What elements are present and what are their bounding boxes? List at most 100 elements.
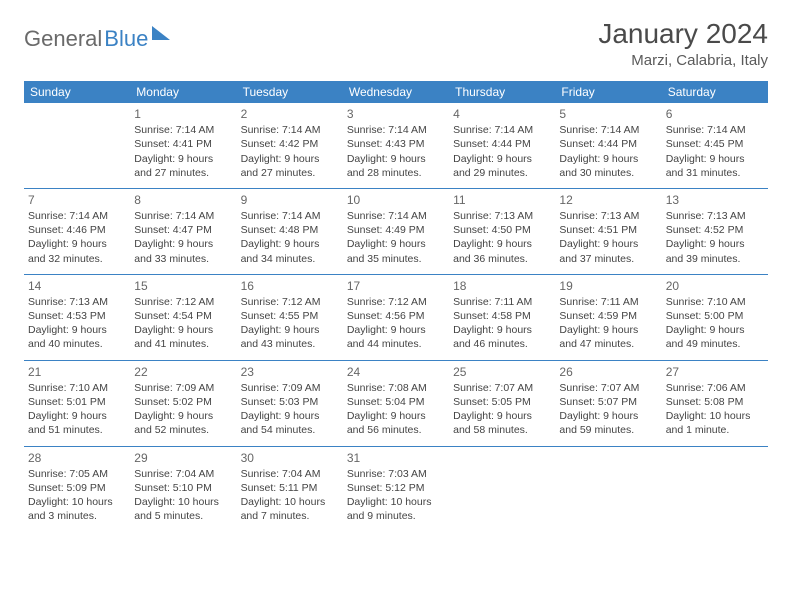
sunrise-text: Sunrise: 7:05 AM bbox=[28, 467, 126, 481]
calendar-day-cell: 11Sunrise: 7:13 AMSunset: 4:50 PMDayligh… bbox=[449, 188, 555, 274]
day-number: 30 bbox=[241, 450, 339, 466]
sunset-text: Sunset: 5:08 PM bbox=[666, 395, 764, 409]
daylight1-text: Daylight: 9 hours bbox=[559, 152, 657, 166]
daylight1-text: Daylight: 9 hours bbox=[28, 237, 126, 251]
daylight2-text: and 35 minutes. bbox=[347, 252, 445, 266]
day-header: Friday bbox=[555, 81, 661, 103]
day-number: 16 bbox=[241, 278, 339, 294]
sunset-text: Sunset: 4:43 PM bbox=[347, 137, 445, 151]
calendar-day-cell: 14Sunrise: 7:13 AMSunset: 4:53 PMDayligh… bbox=[24, 274, 130, 360]
sunrise-text: Sunrise: 7:10 AM bbox=[666, 295, 764, 309]
logo-text-2: Blue bbox=[104, 26, 148, 52]
sunrise-text: Sunrise: 7:11 AM bbox=[559, 295, 657, 309]
day-number: 5 bbox=[559, 106, 657, 122]
sunrise-text: Sunrise: 7:12 AM bbox=[134, 295, 232, 309]
calendar-day-cell: 7Sunrise: 7:14 AMSunset: 4:46 PMDaylight… bbox=[24, 188, 130, 274]
sunset-text: Sunset: 5:12 PM bbox=[347, 481, 445, 495]
day-number: 8 bbox=[134, 192, 232, 208]
day-number: 14 bbox=[28, 278, 126, 294]
calendar-day-cell: 31Sunrise: 7:03 AMSunset: 5:12 PMDayligh… bbox=[343, 446, 449, 531]
daylight2-text: and 36 minutes. bbox=[453, 252, 551, 266]
daylight1-text: Daylight: 10 hours bbox=[28, 495, 126, 509]
sunrise-text: Sunrise: 7:09 AM bbox=[134, 381, 232, 395]
logo-triangle-icon bbox=[152, 26, 170, 40]
daylight2-text: and 52 minutes. bbox=[134, 423, 232, 437]
sunrise-text: Sunrise: 7:04 AM bbox=[134, 467, 232, 481]
calendar-day-cell: 12Sunrise: 7:13 AMSunset: 4:51 PMDayligh… bbox=[555, 188, 661, 274]
sunrise-text: Sunrise: 7:14 AM bbox=[241, 123, 339, 137]
daylight1-text: Daylight: 9 hours bbox=[453, 152, 551, 166]
daylight2-text: and 43 minutes. bbox=[241, 337, 339, 351]
calendar-day-cell: 21Sunrise: 7:10 AMSunset: 5:01 PMDayligh… bbox=[24, 360, 130, 446]
daylight2-text: and 46 minutes. bbox=[453, 337, 551, 351]
sunset-text: Sunset: 4:50 PM bbox=[453, 223, 551, 237]
day-number: 25 bbox=[453, 364, 551, 380]
location-label: Marzi, Calabria, Italy bbox=[598, 52, 768, 69]
daylight1-text: Daylight: 9 hours bbox=[347, 237, 445, 251]
sunset-text: Sunset: 4:46 PM bbox=[28, 223, 126, 237]
logo: GeneralBlue bbox=[24, 18, 170, 52]
daylight2-text: and 37 minutes. bbox=[559, 252, 657, 266]
sunset-text: Sunset: 4:49 PM bbox=[347, 223, 445, 237]
calendar-day-cell bbox=[449, 446, 555, 531]
daylight2-text: and 30 minutes. bbox=[559, 166, 657, 180]
day-number: 28 bbox=[28, 450, 126, 466]
day-number: 21 bbox=[28, 364, 126, 380]
daylight2-text: and 49 minutes. bbox=[666, 337, 764, 351]
day-number: 9 bbox=[241, 192, 339, 208]
sunset-text: Sunset: 5:11 PM bbox=[241, 481, 339, 495]
daylight2-text: and 27 minutes. bbox=[134, 166, 232, 180]
daylight1-text: Daylight: 9 hours bbox=[559, 409, 657, 423]
sunset-text: Sunset: 4:44 PM bbox=[453, 137, 551, 151]
daylight1-text: Daylight: 9 hours bbox=[28, 409, 126, 423]
calendar-week-row: 1 Sunrise: 7:14 AM Sunset: 4:41 PM Daylight… bbox=[24, 103, 768, 188]
daylight2-text: and 47 minutes. bbox=[559, 337, 657, 351]
calendar-day-cell: 30Sunrise: 7:04 AMSunset: 5:11 PMDayligh… bbox=[237, 446, 343, 531]
header: GeneralBlue January 2024 Marzi, Calabria… bbox=[24, 18, 768, 69]
daylight1-text: Daylight: 9 hours bbox=[134, 409, 232, 423]
calendar-day-cell: 29Sunrise: 7:04 AMSunset: 5:10 PMDayligh… bbox=[130, 446, 236, 531]
daylight2-text: and 9 minutes. bbox=[347, 509, 445, 523]
day-header: Thursday bbox=[449, 81, 555, 103]
calendar-week-row: 28Sunrise: 7:05 AMSunset: 5:09 PMDayligh… bbox=[24, 446, 768, 531]
sunset-text: Sunset: 5:04 PM bbox=[347, 395, 445, 409]
sunrise-text: Sunrise: 7:09 AM bbox=[241, 381, 339, 395]
calendar-day-cell: 2Sunrise: 7:14 AMSunset: 4:42 PMDaylight… bbox=[237, 103, 343, 188]
daylight1-text: Daylight: 9 hours bbox=[666, 152, 764, 166]
daylight2-text: and 32 minutes. bbox=[28, 252, 126, 266]
sunset-text: Sunset: 5:07 PM bbox=[559, 395, 657, 409]
day-header: Monday bbox=[130, 81, 236, 103]
sunset-text: Sunset: 4:41 PM bbox=[134, 137, 232, 151]
daylight1-text: Daylight: 9 hours bbox=[453, 409, 551, 423]
daylight2-text: and 51 minutes. bbox=[28, 423, 126, 437]
sunrise-text: Sunrise: 7:14 AM bbox=[347, 209, 445, 223]
daylight1-text: Daylight: 9 hours bbox=[453, 323, 551, 337]
day-number: 23 bbox=[241, 364, 339, 380]
day-number: 1 bbox=[134, 106, 232, 122]
daylight2-text: and 41 minutes. bbox=[134, 337, 232, 351]
sunset-text: Sunset: 4:59 PM bbox=[559, 309, 657, 323]
day-number: 3 bbox=[347, 106, 445, 122]
sunrise-text: Sunrise: 7:14 AM bbox=[559, 123, 657, 137]
daylight1-text: Daylight: 9 hours bbox=[134, 323, 232, 337]
daylight2-text: and 3 minutes. bbox=[28, 509, 126, 523]
calendar-day-cell: 18Sunrise: 7:11 AMSunset: 4:58 PMDayligh… bbox=[449, 274, 555, 360]
calendar-week-row: 7Sunrise: 7:14 AMSunset: 4:46 PMDaylight… bbox=[24, 188, 768, 274]
sunrise-text: Sunrise: 7:14 AM bbox=[453, 123, 551, 137]
day-number: 12 bbox=[559, 192, 657, 208]
daylight1-text: Daylight: 9 hours bbox=[28, 323, 126, 337]
day-number: 20 bbox=[666, 278, 764, 294]
sunset-text: Sunset: 4:42 PM bbox=[241, 137, 339, 151]
calendar-day-cell: 4Sunrise: 7:14 AMSunset: 4:44 PMDaylight… bbox=[449, 103, 555, 188]
sunset-text: Sunset: 5:01 PM bbox=[28, 395, 126, 409]
sunset-text: Sunset: 4:58 PM bbox=[453, 309, 551, 323]
sunset-text: Sunset: 5:09 PM bbox=[28, 481, 126, 495]
calendar-header: SundayMondayTuesdayWednesdayThursdayFrid… bbox=[24, 81, 768, 103]
calendar-day-cell: 28Sunrise: 7:05 AMSunset: 5:09 PMDayligh… bbox=[24, 446, 130, 531]
calendar-day-cell: 3Sunrise: 7:14 AMSunset: 4:43 PMDaylight… bbox=[343, 103, 449, 188]
sunrise-text: Sunrise: 7:08 AM bbox=[347, 381, 445, 395]
daylight2-text: and 27 minutes. bbox=[241, 166, 339, 180]
daylight2-text: and 28 minutes. bbox=[347, 166, 445, 180]
calendar-day-cell: 26Sunrise: 7:07 AMSunset: 5:07 PMDayligh… bbox=[555, 360, 661, 446]
calendar-day-cell: 13Sunrise: 7:13 AMSunset: 4:52 PMDayligh… bbox=[662, 188, 768, 274]
